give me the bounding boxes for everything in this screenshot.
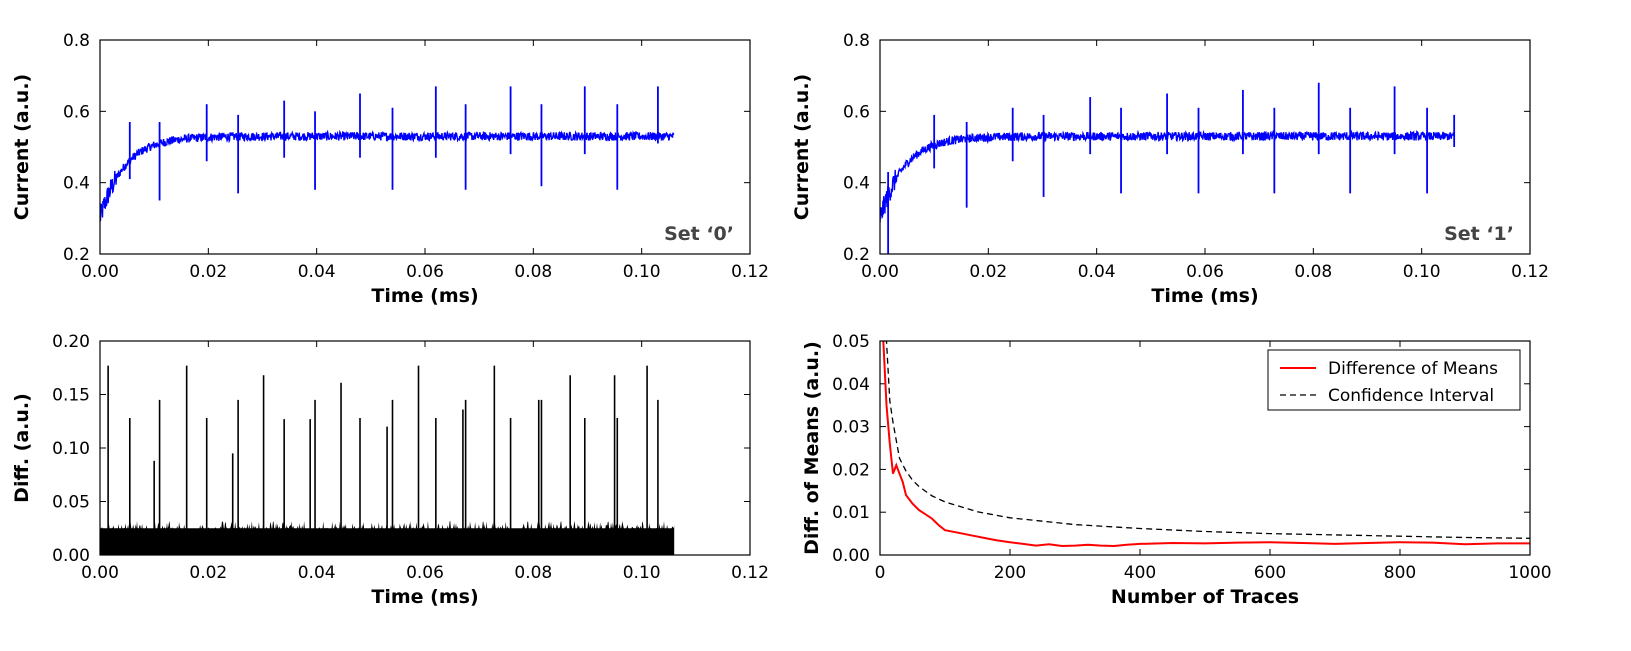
dom-xtick-label: 200	[994, 563, 1026, 583]
dom-x-axis-title: Number of Traces	[1111, 586, 1299, 608]
dom-plot-frame	[879, 340, 1531, 556]
dom-ytick-label: 0.03	[832, 418, 870, 438]
set0-x-axis-title: Time (ms)	[371, 285, 478, 307]
set1-x-axis-title: Time (ms)	[1151, 285, 1258, 307]
chart-difference-of-means: 0 200 400 600 800 1000 0.00 0.01 0.02 0.03 0.04 0.0…	[801, 332, 1552, 608]
diff-x-axis-title: Time (ms)	[371, 586, 478, 608]
chart-set0: 0.00 0.02 0.04 0.06 0.08 0.10 0.12 0.2 0.4 0.6 0.8…	[11, 31, 769, 307]
set1-ytick-label: 0.4	[843, 174, 870, 194]
set0-set-annotation: Set ‘0’	[664, 223, 734, 245]
set1-ytick-label: 0.6	[843, 102, 870, 122]
dom-xtick-label: 800	[1384, 563, 1416, 583]
set1-ytick-label: 0.8	[843, 31, 870, 51]
set0-xtick-label: 0.08	[514, 262, 552, 282]
diff-xtick-label: 0.12	[731, 563, 769, 583]
dom-ytick-label: 0.02	[832, 460, 870, 480]
set0-trace-line	[100, 129, 675, 222]
set0-xtick-label: 0.12	[731, 262, 769, 282]
dom-ytick-label: 0.05	[832, 332, 870, 352]
dom-series-confidence-interval	[883, 341, 1530, 539]
diff-xtick-label: 0.06	[406, 563, 444, 583]
set0-xtick-label: 0.02	[189, 262, 227, 282]
set1-plot-frame	[879, 39, 1531, 255]
set0-plot-frame	[99, 39, 751, 255]
diff-ytick-label: 0.05	[52, 493, 90, 513]
set1-xtick-label: 0.00	[861, 262, 899, 282]
dom-series-difference-of-means	[882, 341, 1530, 548]
set1-set-annotation: Set ‘1’	[1444, 223, 1514, 245]
diff-xtick-label: 0.00	[81, 563, 119, 583]
diff-y-axis-title: Diff. (a.u.)	[11, 393, 33, 503]
dom-legend: Difference of Means Confidence Interval	[1267, 349, 1521, 411]
set0-ytick-label: 0.6	[63, 102, 90, 122]
diff-plot-frame	[99, 340, 751, 556]
set1-ytick-label: 0.2	[843, 245, 870, 265]
set1-xtick-label: 0.12	[1511, 262, 1549, 282]
set0-xtick-label: 0.00	[81, 262, 119, 282]
chart-set1: 0.00 0.02 0.04 0.06 0.08 0.10 0.12 0.2 0.4 0.6 0.8…	[791, 31, 1549, 307]
dom-y-axis-title: Diff. of Means (a.u.)	[801, 341, 823, 555]
dom-xtick-label: 600	[1254, 563, 1286, 583]
set0-ytick-label: 0.4	[63, 174, 90, 194]
diff-ytick-label: 0.10	[52, 439, 90, 459]
dom-legend-box	[1267, 349, 1521, 411]
diff-ytick-label: 0.20	[52, 332, 90, 352]
set1-xtick-label: 0.04	[1078, 262, 1116, 282]
diff-xtick-label: 0.08	[514, 563, 552, 583]
set0-y-axis-title: Current (a.u.)	[11, 74, 33, 220]
dom-ytick-label: 0.01	[832, 503, 870, 523]
dom-xtick-label: 400	[1124, 563, 1156, 583]
set1-y-axis-title: Current (a.u.)	[791, 74, 813, 220]
dom-xtick-label: 0	[875, 563, 886, 583]
dom-legend-label-0: Difference of Means	[1328, 359, 1498, 379]
diff-ytick-label: 0.00	[52, 546, 90, 566]
diff-ytick-label: 0.15	[52, 386, 90, 406]
diff-xtick-label: 0.04	[298, 563, 336, 583]
set1-xtick-label: 0.08	[1294, 262, 1332, 282]
set1-xtick-label: 0.10	[1403, 262, 1441, 282]
set0-xtick-label: 0.10	[623, 262, 661, 282]
chart-diff: 0.00 0.02 0.04 0.06 0.08 0.10 0.12 0.00 0.05 0.10…	[11, 332, 769, 608]
diff-xtick-label: 0.10	[623, 563, 661, 583]
set0-ytick-label: 0.8	[63, 31, 90, 51]
dom-xtick-label: 1000	[1508, 563, 1551, 583]
set0-xtick-label: 0.06	[406, 262, 444, 282]
set1-xtick-label: 0.02	[969, 262, 1007, 282]
set0-xtick-label: 0.04	[298, 262, 336, 282]
set1-xtick-label: 0.06	[1186, 262, 1224, 282]
set0-ytick-label: 0.2	[63, 245, 90, 265]
dom-legend-label-1: Confidence Interval	[1328, 386, 1494, 406]
dom-ytick-label: 0.04	[832, 375, 870, 395]
dom-ytick-label: 0.00	[832, 546, 870, 566]
diff-xtick-label: 0.02	[189, 563, 227, 583]
